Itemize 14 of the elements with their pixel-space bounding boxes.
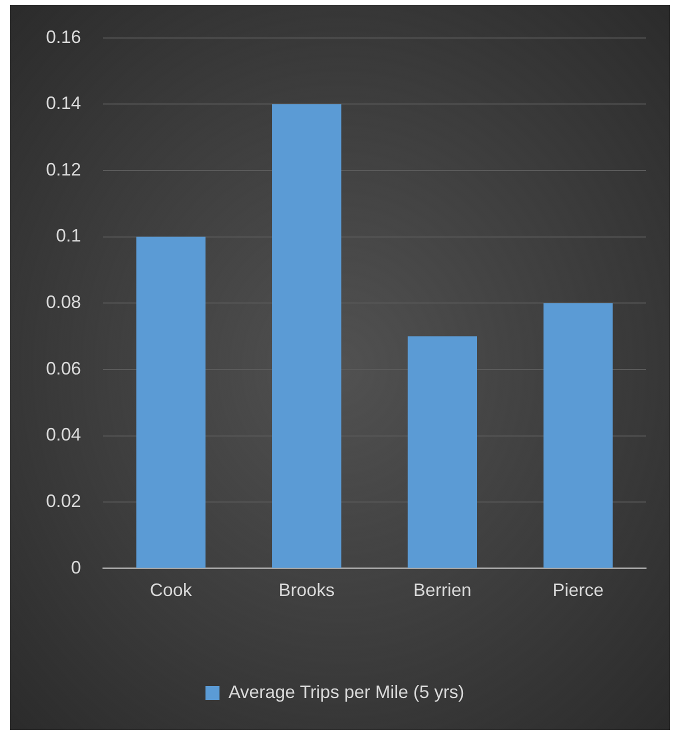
legend-label: Average Trips per Mile (5 yrs) [228, 682, 464, 702]
y-tick-label: 0.06 [46, 358, 82, 378]
y-tick-label: 0.02 [46, 491, 82, 512]
y-tick-label: 0.14 [46, 93, 82, 114]
x-tick-label: Cook [150, 580, 193, 600]
y-tick-label: 0.04 [46, 424, 82, 445]
x-tick-label: Brooks [278, 580, 335, 600]
y-tick-label: 0.08 [46, 292, 82, 312]
y-tick-label: 0.1 [56, 226, 82, 246]
y-tick-label: 0.12 [46, 159, 82, 180]
x-tick-label: Berrien [413, 580, 472, 600]
x-tick-label: Pierce [552, 580, 604, 600]
y-tick-label: 0.16 [46, 26, 82, 47]
y-tick-label: 0 [71, 557, 82, 578]
